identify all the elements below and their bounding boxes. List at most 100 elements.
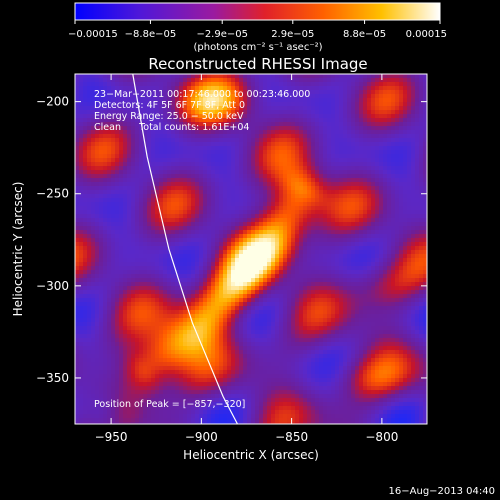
heatmap-cell bbox=[275, 214, 280, 219]
heatmap-cell bbox=[311, 194, 316, 199]
heatmap-cell bbox=[375, 150, 380, 155]
heatmap-cell bbox=[423, 230, 427, 235]
heatmap-cell bbox=[247, 230, 252, 235]
heatmap-cell bbox=[259, 82, 264, 87]
heatmap-cell bbox=[119, 182, 124, 187]
heatmap-cell bbox=[163, 218, 168, 223]
heatmap-cell bbox=[351, 114, 356, 119]
heatmap-cell bbox=[79, 298, 84, 303]
heatmap-cell bbox=[279, 246, 284, 251]
heatmap-cell bbox=[367, 90, 372, 95]
heatmap-cell bbox=[119, 274, 124, 279]
heatmap-cell bbox=[279, 266, 284, 271]
heatmap-cell bbox=[231, 74, 236, 79]
heatmap-cell bbox=[295, 126, 300, 131]
heatmap-cell bbox=[215, 186, 220, 191]
heatmap-cell bbox=[215, 98, 220, 103]
heatmap-cell bbox=[363, 282, 368, 287]
heatmap-cell bbox=[83, 90, 88, 95]
heatmap-cell bbox=[279, 182, 284, 187]
heatmap-cell bbox=[327, 94, 332, 99]
heatmap-cell bbox=[403, 106, 408, 111]
heatmap-cell bbox=[215, 226, 220, 231]
heatmap-cell bbox=[287, 126, 292, 131]
heatmap-cell bbox=[267, 286, 272, 291]
heatmap-cell bbox=[223, 86, 228, 91]
heatmap-cell bbox=[359, 138, 364, 143]
heatmap-cell bbox=[271, 218, 276, 223]
heatmap-cell bbox=[403, 278, 408, 283]
heatmap-cell bbox=[303, 122, 308, 127]
heatmap-cell bbox=[379, 210, 384, 215]
heatmap-cell bbox=[199, 258, 204, 263]
heatmap-cell bbox=[267, 298, 272, 303]
heatmap-cell bbox=[391, 138, 396, 143]
heatmap-cell bbox=[379, 154, 384, 159]
heatmap-cell bbox=[235, 262, 240, 267]
heatmap-cell bbox=[251, 74, 256, 79]
heatmap-cell bbox=[115, 194, 120, 199]
heatmap-cell bbox=[363, 82, 368, 87]
heatmap-cell bbox=[219, 94, 224, 99]
heatmap-cell bbox=[115, 86, 120, 91]
heatmap-cell bbox=[383, 206, 388, 211]
heatmap-cell bbox=[415, 266, 420, 271]
heatmap-cell bbox=[183, 158, 188, 163]
heatmap-cell bbox=[203, 106, 208, 111]
heatmap-cell bbox=[391, 78, 396, 83]
heatmap-cell bbox=[363, 170, 368, 175]
heatmap-cell bbox=[415, 210, 420, 215]
heatmap-cell bbox=[295, 150, 300, 155]
heatmap-cell bbox=[251, 90, 256, 95]
heatmap-cell bbox=[135, 258, 140, 263]
heatmap-cell bbox=[315, 202, 320, 207]
heatmap-cell bbox=[303, 222, 308, 227]
heatmap-cell bbox=[399, 138, 404, 143]
heatmap-cell bbox=[207, 202, 212, 207]
heatmap-cell bbox=[139, 290, 144, 295]
heatmap-cell bbox=[91, 194, 96, 199]
heatmap-cell bbox=[239, 166, 244, 171]
heatmap-cell bbox=[359, 146, 364, 151]
heatmap-cell bbox=[79, 98, 84, 103]
heatmap-cell bbox=[395, 106, 400, 111]
heatmap-cell bbox=[255, 294, 260, 299]
heatmap-cell bbox=[295, 254, 300, 259]
heatmap-cell bbox=[235, 238, 240, 243]
heatmap-cell bbox=[271, 130, 276, 135]
heatmap-cell bbox=[215, 166, 220, 171]
heatmap-cell bbox=[395, 134, 400, 139]
heatmap-cell bbox=[283, 262, 288, 267]
heatmap-cell bbox=[335, 178, 340, 183]
heatmap-cell bbox=[75, 98, 80, 103]
heatmap-cell bbox=[259, 182, 264, 187]
heatmap-cell bbox=[235, 230, 240, 235]
heatmap-cell bbox=[271, 186, 276, 191]
heatmap-cell bbox=[399, 130, 404, 135]
heatmap-cell bbox=[103, 150, 108, 155]
heatmap-cell bbox=[371, 138, 376, 143]
heatmap-cell bbox=[119, 110, 124, 115]
heatmap-cell bbox=[215, 262, 220, 267]
heatmap-cell bbox=[399, 270, 404, 275]
heatmap-cell bbox=[187, 262, 192, 267]
heatmap-cell bbox=[239, 258, 244, 263]
heatmap-cell bbox=[183, 154, 188, 159]
heatmap-cell bbox=[163, 142, 168, 147]
heatmap-cell bbox=[131, 114, 136, 119]
heatmap-cell bbox=[255, 206, 260, 211]
heatmap-cell bbox=[191, 146, 196, 151]
heatmap-cell bbox=[75, 258, 80, 263]
heatmap-cell bbox=[87, 134, 92, 139]
heatmap-cell bbox=[287, 166, 292, 171]
heatmap-cell bbox=[219, 270, 224, 275]
heatmap-cell bbox=[115, 110, 120, 115]
heatmap-cell bbox=[239, 294, 244, 299]
heatmap-cell bbox=[123, 194, 128, 199]
heatmap-cell bbox=[147, 258, 152, 263]
heatmap-cell bbox=[151, 214, 156, 219]
heatmap-cell bbox=[319, 114, 324, 119]
heatmap-cell bbox=[395, 190, 400, 195]
heatmap-cell bbox=[163, 158, 168, 163]
heatmap-cell bbox=[147, 290, 152, 295]
